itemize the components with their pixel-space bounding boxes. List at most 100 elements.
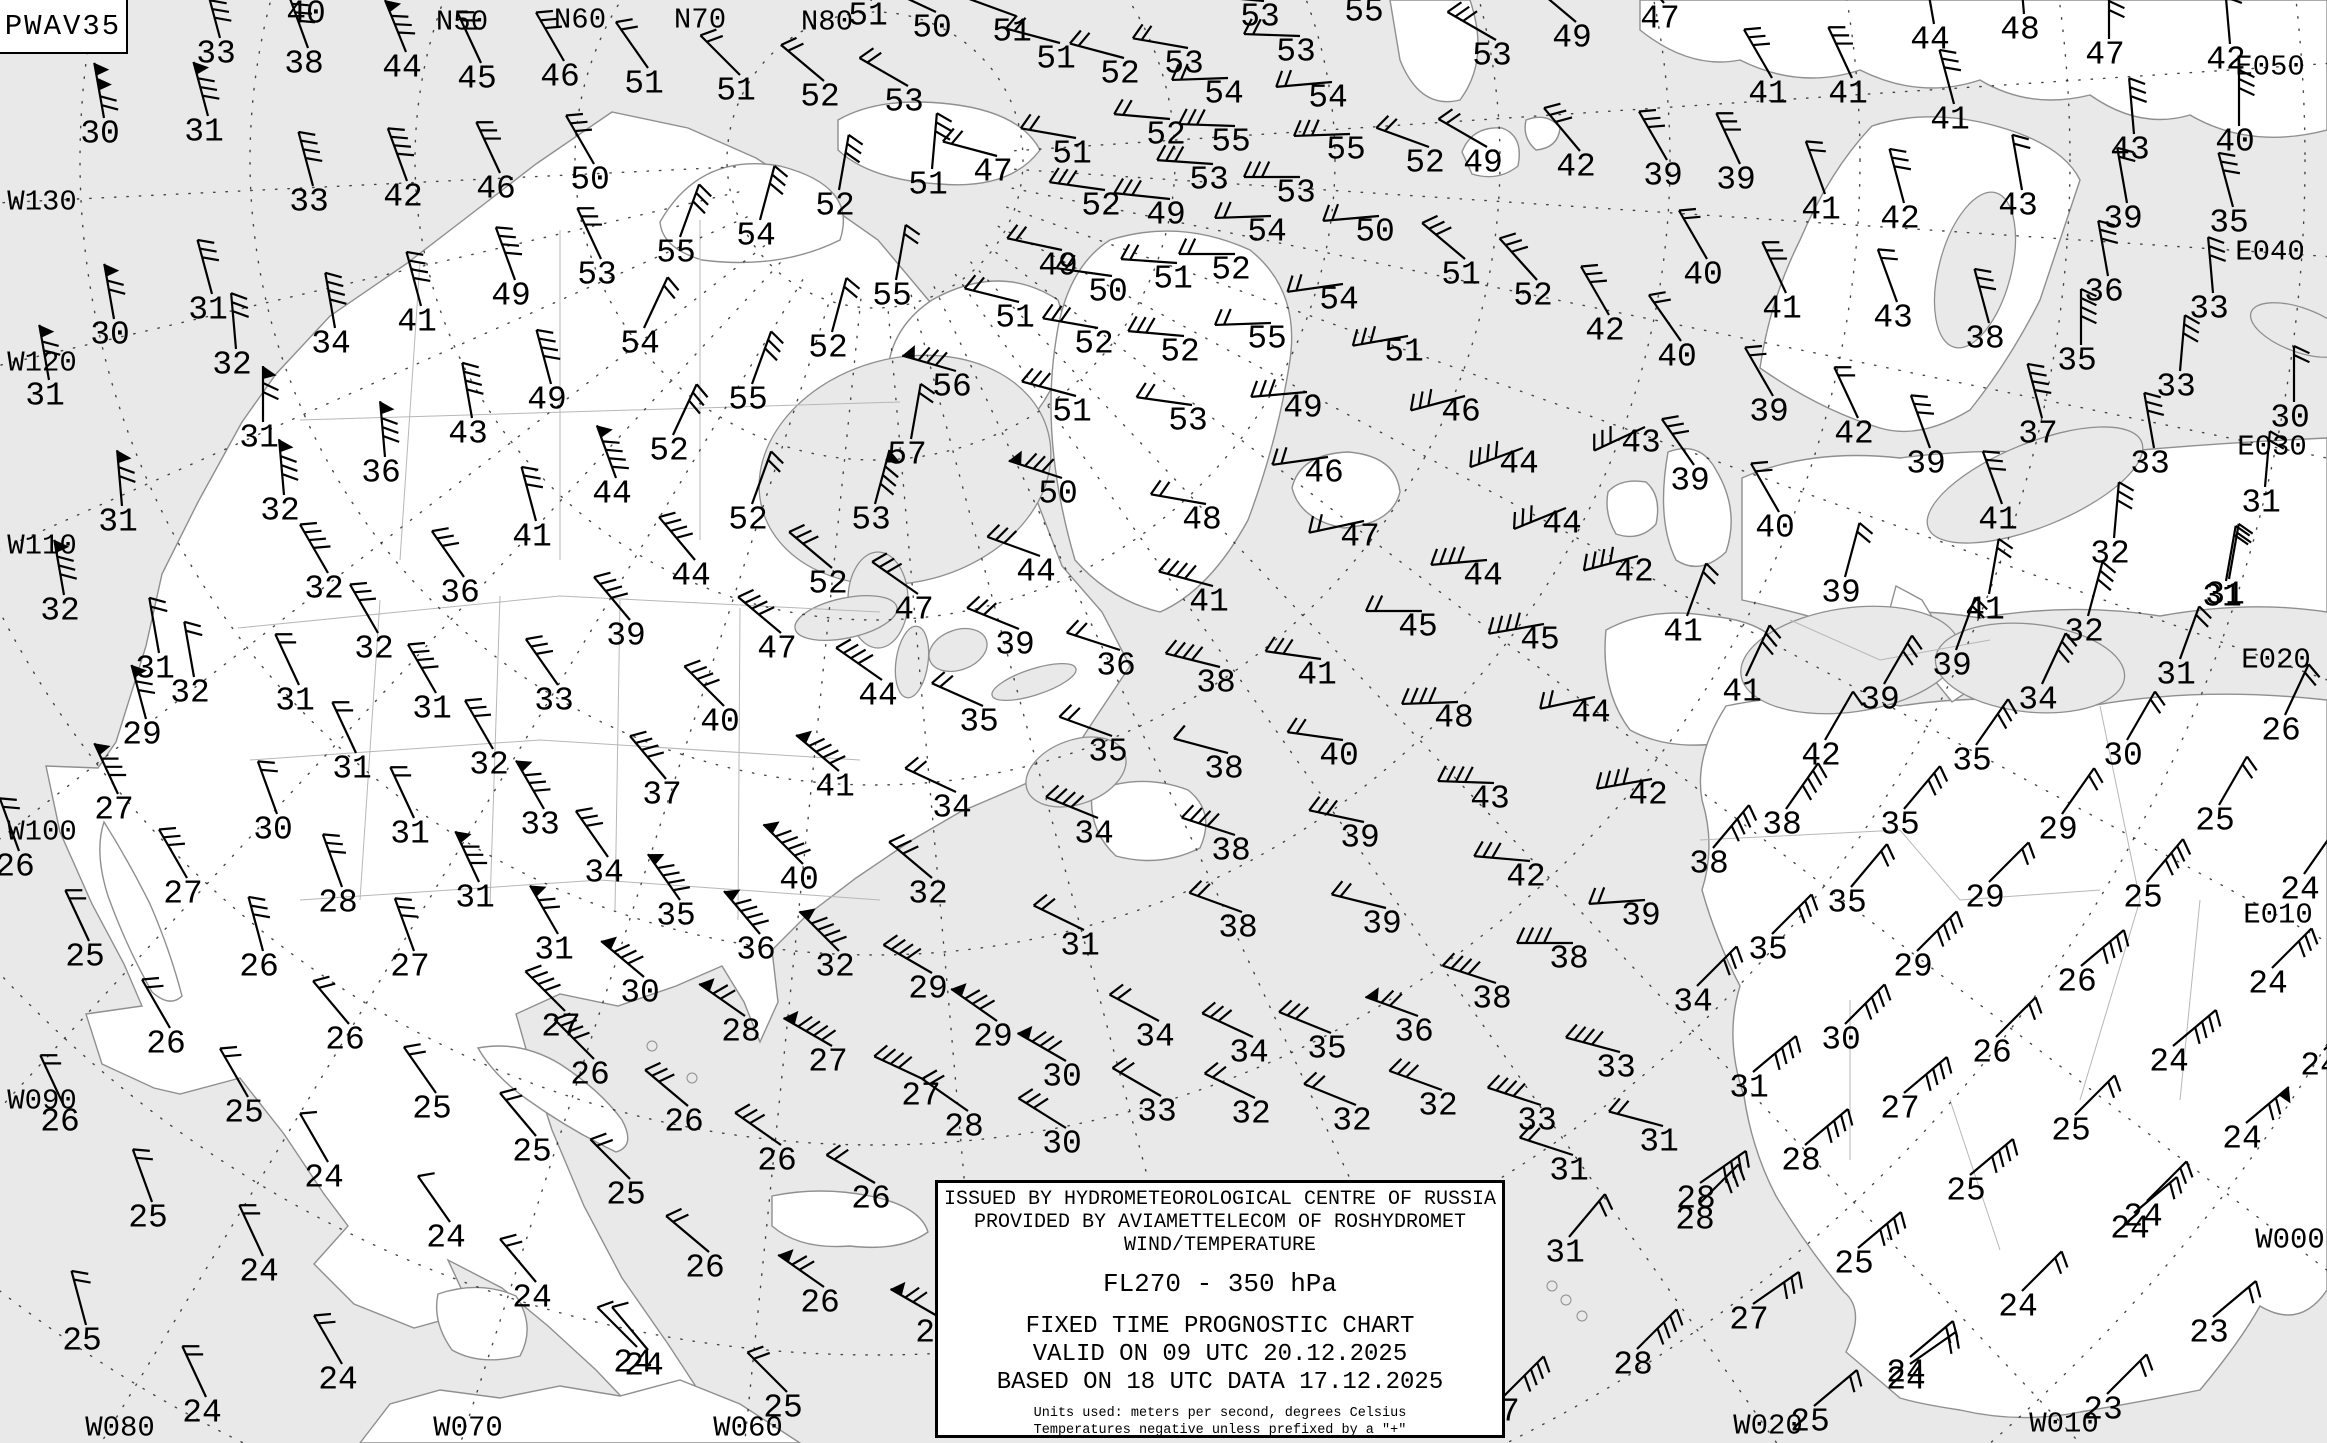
wind-barb-staff <box>116 450 124 507</box>
wind-station: 27 <box>782 1010 848 1081</box>
wind-barb-pennant <box>279 439 294 453</box>
wind-barb-tick <box>747 1345 764 1354</box>
wind-barb-tick <box>752 919 769 926</box>
wind-barb-tick <box>1982 450 2000 454</box>
wind-barb-tick <box>543 354 561 361</box>
wind-barb-tick <box>2233 533 2249 546</box>
wind-barb-tick <box>2274 1097 2282 1115</box>
temperature-value: 51 <box>1441 257 1481 294</box>
temperature-value: 55 <box>728 382 768 419</box>
wind-barb-tick <box>1705 562 1719 577</box>
wind-barb-tick <box>565 112 584 117</box>
wind-barb-tick <box>1158 557 1171 573</box>
temperature-value: 52 <box>1405 145 1445 182</box>
wind-station: 44 <box>1512 505 1582 543</box>
wind-barb-tick <box>1013 17 1027 32</box>
wind-barb-tick <box>615 18 633 24</box>
wind-barb-tick <box>544 25 563 30</box>
graticule-label-W080: W080 <box>85 1412 155 1443</box>
temperature-value: 32 <box>40 593 80 630</box>
wind-station: 36 <box>361 401 401 492</box>
temperature-value: 39 <box>1716 162 1756 199</box>
temperature-value: 57 <box>887 437 927 474</box>
graticule-label-E010: E010 <box>2243 899 2313 932</box>
wind-barb-tick <box>1437 108 1454 120</box>
wind-barb-tick <box>1542 1356 1551 1373</box>
wind-station: 45 <box>1487 612 1560 659</box>
latitude-circle <box>79 0 1671 956</box>
wind-station: 25 <box>1946 1138 2019 1210</box>
wind-barb-tick <box>1066 169 1078 186</box>
wind-station: 28 <box>698 978 761 1051</box>
wind-barb-tick <box>605 585 623 592</box>
wind-station: 30 <box>1016 1025 1082 1096</box>
wind-barb-tick <box>2147 409 2165 417</box>
wind-barb-tick <box>1805 140 1823 144</box>
wind-barb-tick <box>1331 203 1340 221</box>
wind-station: 56 <box>901 345 972 406</box>
temperature-value: 50 <box>1088 274 1128 311</box>
wind-barb-tick <box>1765 632 1778 648</box>
wind-station: 51 <box>848 0 888 35</box>
land-south-america <box>359 1379 802 1443</box>
wind-station: 24 <box>313 1312 358 1399</box>
wind-barb-tick <box>442 541 460 547</box>
wind-barb-pennant <box>104 263 120 277</box>
temperature-value: 39 <box>1932 648 1972 685</box>
wind-barb-tick <box>2034 388 2052 395</box>
wind-barb-tick <box>928 1074 945 1085</box>
wind-barb-tick <box>1455 766 1465 783</box>
temperature-value: 56 <box>932 369 972 406</box>
wind-barb-tick <box>918 391 934 404</box>
temperature-value: 48 <box>2000 12 2040 49</box>
wind-barb-tick <box>2149 698 2162 714</box>
wind-barb-tick <box>398 31 416 35</box>
wind-station: 24 <box>1886 1330 1960 1399</box>
small-island <box>1560 1294 1572 1306</box>
wind-barb-tick <box>605 448 623 453</box>
wind-barb-tick <box>1047 1039 1063 1052</box>
wind-barb-tick <box>2060 1251 2069 1268</box>
wind-barb-tick <box>2194 1027 2201 1045</box>
wind-barb-tick <box>1585 271 1603 276</box>
wind-barb-tick <box>1653 298 1671 304</box>
temperature-value: 55 <box>656 235 696 272</box>
wind-barb-tick <box>2220 160 2238 166</box>
temperature-value: 34 <box>1229 1035 1269 1072</box>
wind-barb-tick <box>1806 777 1818 794</box>
wind-station: 38 <box>1516 927 1589 978</box>
wind-barb-tick <box>1041 303 1054 319</box>
wind-barb-tick <box>1927 779 1937 796</box>
temperature-value: 24 <box>2280 872 2320 909</box>
temperature-value: 31 <box>184 114 224 151</box>
wind-station: 27 <box>873 1044 941 1115</box>
wind-barb-pennant <box>601 936 617 950</box>
wind-barb-tick <box>2027 362 2045 368</box>
wind-barb-tick <box>1448 546 1456 564</box>
wind-barb-tick <box>2116 146 2134 154</box>
wind-station: 31 <box>2156 605 2212 694</box>
wind-barb-pennant <box>886 449 901 463</box>
wind-barb-tick <box>2064 632 2078 647</box>
temperature-value: 53 <box>1472 38 1512 75</box>
temperature-value: 30 <box>2103 738 2143 775</box>
temperature-value: 43 <box>1470 781 1510 818</box>
temperature-value: 49 <box>1463 145 1503 182</box>
wind-barb-tick <box>1419 687 1428 704</box>
wind-station: 49 <box>1113 178 1186 234</box>
wind-barb-tick <box>2182 332 2199 343</box>
temperature-value: 39 <box>1362 906 1402 943</box>
temperature-value: 30 <box>80 116 120 153</box>
wind-barb-tick <box>2181 838 2192 855</box>
wind-barb-tick <box>463 370 481 378</box>
wind-station: 31 <box>389 766 430 853</box>
wind-barb-pennant <box>455 831 472 844</box>
wind-barb-tick <box>665 1207 682 1218</box>
wind-barb-tick <box>2185 1161 2194 1178</box>
wind-barb-tick <box>917 346 931 361</box>
wind-station: 55 <box>1178 108 1251 161</box>
temperature-value: 36 <box>440 575 480 612</box>
temperature-value: 23 <box>2189 1315 2229 1352</box>
meridian-line <box>985 244 2327 1272</box>
wind-station: 51 <box>699 28 756 110</box>
